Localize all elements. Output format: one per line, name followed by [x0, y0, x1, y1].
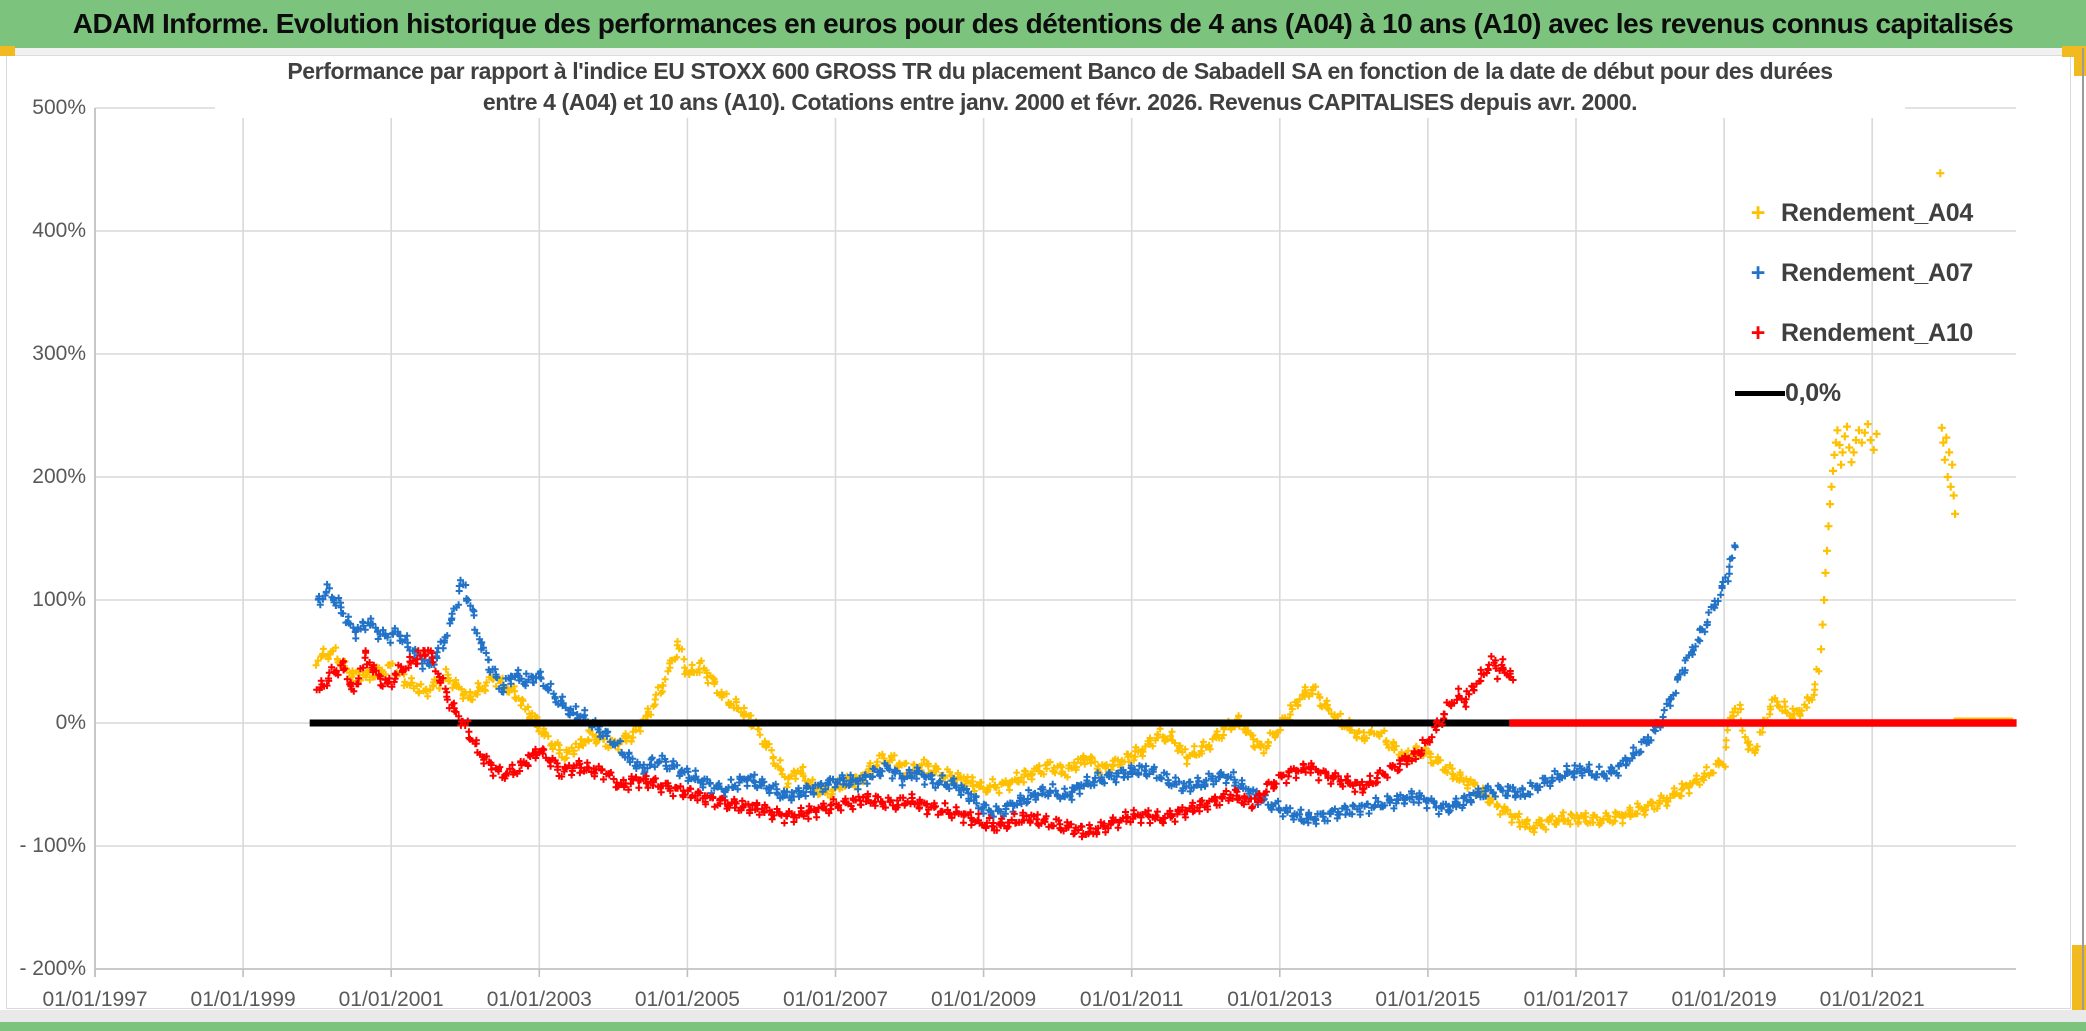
- y-axis-label: - 100%: [19, 834, 86, 857]
- footer-strip: [0, 1010, 2086, 1022]
- footer-bar: [0, 1022, 2086, 1031]
- slide-right-edge: [2082, 48, 2084, 1031]
- x-axis-label: 01/01/2017: [1523, 988, 1629, 1011]
- y-axis-label: 0%: [55, 711, 86, 734]
- x-axis-label: 01/01/2021: [1819, 988, 1925, 1011]
- chart-title-line2: entre 4 (A04) et 10 ans (A10). Cotations…: [482, 89, 1638, 115]
- header-underline: [0, 48, 2086, 56]
- x-axis-label: 01/01/1997: [42, 988, 148, 1011]
- x-axis-label: 01/01/2019: [1671, 988, 1777, 1011]
- legend-item-0-0-: 0,0%: [1735, 363, 1973, 423]
- y-axis-label: - 200%: [19, 957, 86, 980]
- x-axis-label: 01/01/2015: [1375, 988, 1481, 1011]
- x-axis-label: 01/01/2001: [338, 988, 444, 1011]
- y-axis-label: 500%: [32, 96, 86, 119]
- chart-legend: + Rendement_A04 + Rendement_A07 + Rendement_A…: [1735, 183, 1973, 423]
- line-marker-icon: [1735, 390, 1785, 396]
- x-axis-label: 01/01/2005: [634, 988, 740, 1011]
- legend-item-rendement-a04: + Rendement_A04: [1735, 183, 1974, 243]
- chart-title: Performance par rapport à l'indice EU ST…: [215, 56, 1905, 118]
- y-axis-label: 300%: [32, 342, 86, 365]
- legend-label: 0,0%: [1785, 378, 1841, 407]
- x-axis-label: 01/01/2007: [782, 988, 889, 1011]
- y-axis-label: 100%: [32, 588, 86, 611]
- plus-marker-icon: +: [1750, 198, 1766, 227]
- gold-accent-top-right-v: [2074, 46, 2086, 76]
- plus-marker-icon: +: [1750, 318, 1766, 347]
- plus-marker-icon: +: [1750, 258, 1766, 287]
- x-axis-label: 01/01/2009: [931, 988, 1037, 1011]
- page-title: ADAM Informe. Evolution historique des p…: [72, 8, 2014, 39]
- y-axis-label: 200%: [32, 465, 86, 488]
- legend-label: Rendement_A10: [1781, 318, 1973, 347]
- y-axis-label: 400%: [32, 219, 86, 242]
- x-axis-label: 01/01/2011: [1079, 988, 1184, 1011]
- legend-label: Rendement_A04: [1781, 198, 1973, 227]
- gold-accent-top-left: [0, 46, 15, 56]
- x-axis-label: 01/01/2003: [486, 988, 592, 1011]
- header-bar: ADAM Informe. Evolution historique des p…: [0, 0, 2086, 48]
- x-axis-label: 01/01/1999: [190, 988, 296, 1011]
- legend-item-rendement-a10: + Rendement_A10: [1735, 303, 1974, 363]
- chart-title-line1: Performance par rapport à l'indice EU ST…: [287, 58, 1833, 84]
- legend-label: Rendement_A07: [1781, 258, 1973, 287]
- legend-item-rendement-a07: + Rendement_A07: [1735, 243, 1974, 303]
- x-axis-label: 01/01/2013: [1227, 988, 1333, 1011]
